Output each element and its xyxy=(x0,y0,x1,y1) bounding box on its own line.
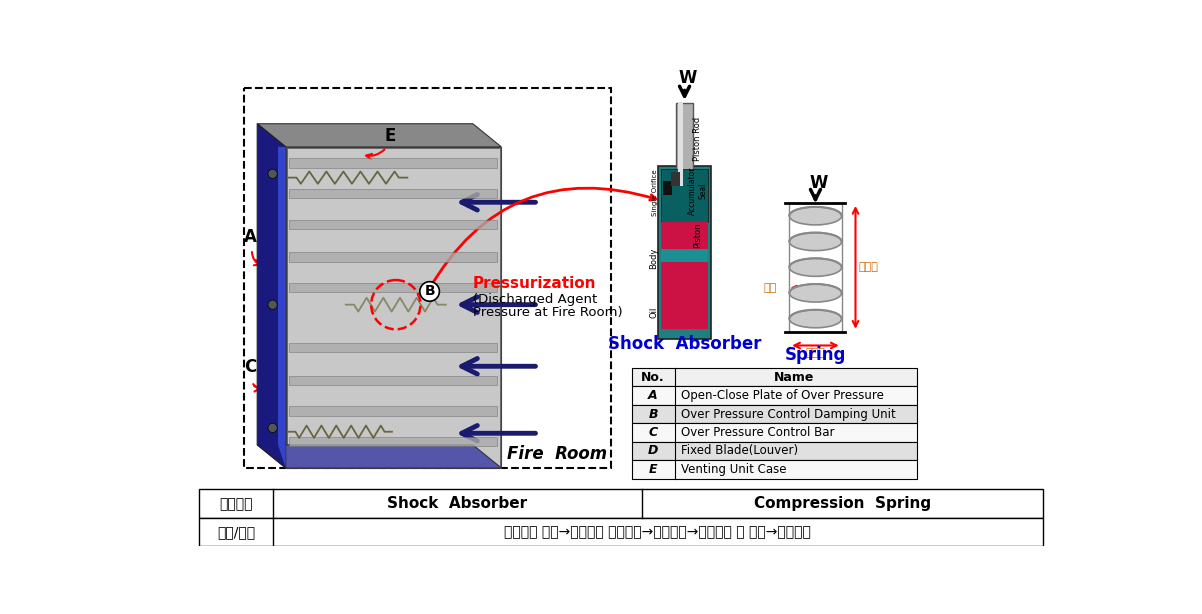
Text: Piston Rod: Piston Rod xyxy=(694,117,702,161)
Text: 방호구역 과압→과압조절 댐핑장치→압력흡수→과압조절 판 개방→과압배출: 방호구역 과압→과압조절 댐핑장치→압력흡수→과압조절 판 개방→과압배출 xyxy=(504,525,811,539)
Polygon shape xyxy=(257,124,501,147)
Text: 기능/동작: 기능/동작 xyxy=(218,525,255,539)
Bar xyxy=(632,423,917,441)
Bar xyxy=(676,103,694,186)
Bar xyxy=(632,405,917,423)
Text: Single Orifice: Single Orifice xyxy=(653,169,659,216)
Bar xyxy=(632,386,917,405)
Bar xyxy=(632,368,917,386)
Polygon shape xyxy=(286,147,501,468)
Text: Over Pressure Control Bar: Over Pressure Control Bar xyxy=(680,426,834,439)
Polygon shape xyxy=(288,283,498,292)
Text: B: B xyxy=(648,408,657,421)
Bar xyxy=(661,169,708,222)
Text: Name: Name xyxy=(774,371,814,384)
Bar xyxy=(659,166,710,340)
Text: D: D xyxy=(648,445,659,457)
Text: 댐핑장치: 댐핑장치 xyxy=(219,497,252,511)
Bar xyxy=(200,489,1042,518)
Text: Fire  Room: Fire Room xyxy=(507,445,607,463)
Bar xyxy=(661,222,708,329)
Text: Open-Close Plate of Over Pressure: Open-Close Plate of Over Pressure xyxy=(680,389,883,402)
Text: A: A xyxy=(648,389,657,402)
Text: No.: No. xyxy=(641,371,665,384)
Bar xyxy=(678,103,683,186)
Text: Fixed Blade(Louver): Fixed Blade(Louver) xyxy=(680,445,798,457)
Text: Shock  Absorber: Shock Absorber xyxy=(387,496,528,511)
Ellipse shape xyxy=(790,233,841,251)
Polygon shape xyxy=(257,445,501,468)
Polygon shape xyxy=(257,124,286,468)
Text: Accumulator
Seal: Accumulator Seal xyxy=(688,166,707,215)
Text: 자유장: 자유장 xyxy=(858,262,879,273)
Bar xyxy=(661,249,708,262)
Polygon shape xyxy=(288,376,498,385)
Circle shape xyxy=(268,300,278,309)
Polygon shape xyxy=(288,220,498,229)
Text: Oil: Oil xyxy=(649,306,659,318)
Text: Pressurization: Pressurization xyxy=(472,276,596,291)
Circle shape xyxy=(268,169,278,179)
Polygon shape xyxy=(278,147,286,468)
Polygon shape xyxy=(288,343,498,352)
Text: C: C xyxy=(244,359,256,376)
Bar xyxy=(632,460,917,479)
Bar xyxy=(671,173,680,186)
Text: Compression  Spring: Compression Spring xyxy=(754,496,932,511)
Text: Venting Unit Case: Venting Unit Case xyxy=(680,463,786,476)
Bar xyxy=(664,182,672,195)
Ellipse shape xyxy=(790,310,841,328)
Text: Pressure at Fire Room): Pressure at Fire Room) xyxy=(472,306,623,319)
Polygon shape xyxy=(288,437,498,446)
Bar xyxy=(632,441,917,460)
Circle shape xyxy=(268,423,278,432)
Text: Over Pressure Control Damping Unit: Over Pressure Control Damping Unit xyxy=(680,408,895,421)
Text: W: W xyxy=(678,69,697,87)
Text: Piston: Piston xyxy=(694,223,702,248)
Text: A: A xyxy=(244,228,257,246)
Ellipse shape xyxy=(790,258,841,276)
Text: (Discharged Agent: (Discharged Agent xyxy=(472,293,597,306)
Text: Spring: Spring xyxy=(785,346,846,364)
Text: B: B xyxy=(424,284,435,298)
Ellipse shape xyxy=(790,284,841,302)
Text: E: E xyxy=(385,128,395,146)
Polygon shape xyxy=(288,158,498,168)
Text: W: W xyxy=(809,174,828,192)
Text: 선경: 선경 xyxy=(763,282,776,293)
Polygon shape xyxy=(288,252,498,262)
Text: E: E xyxy=(649,463,657,476)
Text: 중심경: 중심경 xyxy=(805,348,826,358)
Ellipse shape xyxy=(790,207,841,225)
Text: Shock  Absorber: Shock Absorber xyxy=(608,335,761,353)
Text: Body: Body xyxy=(649,248,659,269)
Text: C: C xyxy=(648,426,657,439)
Polygon shape xyxy=(288,406,498,416)
Bar xyxy=(200,518,1042,546)
Polygon shape xyxy=(288,189,498,198)
